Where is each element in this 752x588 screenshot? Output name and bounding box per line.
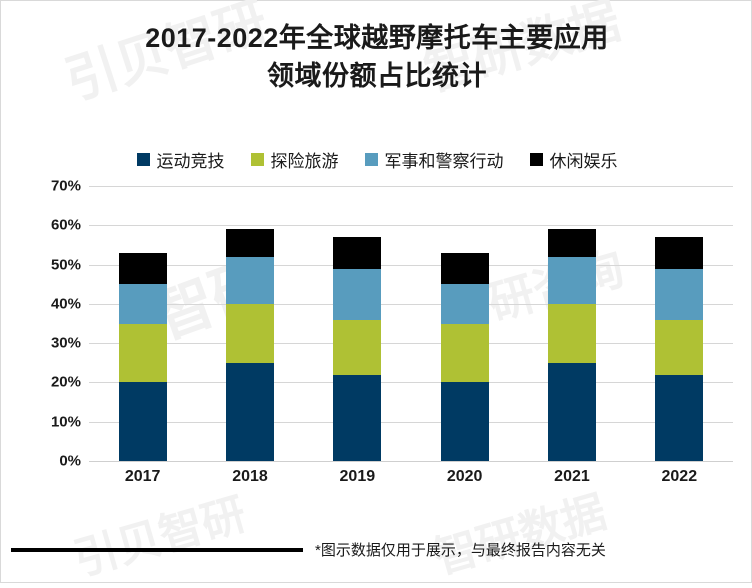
gridline: [89, 303, 733, 305]
chart-title: 2017-2022年全球越野摩托车主要应用 领域份额占比统计: [1, 19, 752, 95]
legend-swatch-icon: [529, 153, 543, 166]
bar-segment[interactable]: [655, 237, 704, 269]
legend-item-label: 运动竞技: [156, 152, 225, 171]
bar-segment[interactable]: [547, 229, 596, 257]
bar-column[interactable]: [440, 186, 489, 461]
gridline: [89, 343, 733, 345]
bar-segment[interactable]: [655, 268, 704, 320]
chart-title-line-2: 领域份额占比统计: [267, 61, 487, 91]
bar-segment[interactable]: [225, 303, 274, 363]
bar-column[interactable]: [333, 186, 382, 461]
x-axis-tick-label: 2019: [339, 468, 376, 485]
bar-segment[interactable]: [440, 252, 489, 285]
bar-segment[interactable]: [118, 323, 167, 383]
chart-title-line-1: 2017-2022年全球越野摩托车主要应用: [145, 23, 609, 53]
bar-segment[interactable]: [118, 252, 167, 285]
bar-segment[interactable]: [118, 284, 167, 324]
bar-segment[interactable]: [440, 382, 489, 461]
y-axis-tick-label: 10%: [50, 413, 81, 431]
bar-segment[interactable]: [547, 256, 596, 304]
legend-swatch-icon: [250, 153, 264, 166]
legend-item[interactable]: 探险旅游: [250, 147, 339, 172]
bar-segment[interactable]: [440, 323, 489, 383]
y-axis-tick-label: 40%: [50, 295, 81, 313]
legend-swatch-icon: [364, 153, 378, 166]
bar-segment[interactable]: [225, 229, 274, 257]
y-axis-tick-label: 70%: [50, 177, 81, 195]
gridline: [89, 461, 733, 462]
bar-column[interactable]: [655, 186, 704, 461]
gridline: [89, 421, 733, 423]
bar-segment[interactable]: [333, 237, 382, 269]
bar-segment[interactable]: [547, 362, 596, 461]
y-axis-tick-label: 20%: [50, 373, 81, 391]
gridline: [89, 382, 733, 384]
gridline: [89, 186, 733, 187]
legend-swatch-icon: [136, 153, 150, 166]
grid-lines: [89, 186, 733, 462]
y-axis: 70% 60% 50% 40% 30% 20% 10% 0%: [15, 178, 81, 470]
y-axis-tick-label: 50%: [50, 256, 81, 274]
bar-segment[interactable]: [655, 374, 704, 461]
chart-legend: 运动竞技 探险旅游 军事和警察行动 休闲娱乐: [1, 147, 752, 172]
bar-segment[interactable]: [655, 319, 704, 375]
watermark-text: 引贝智研: [68, 489, 252, 586]
watermark-text: 智研数据: [428, 487, 612, 584]
x-axis-tick-label: 2018: [232, 468, 268, 485]
x-axis-tick-label: 2022: [661, 468, 698, 485]
bar-segment[interactable]: [333, 319, 382, 375]
x-axis-tick-label: 2021: [554, 468, 590, 485]
legend-item-label: 探险旅游: [270, 152, 339, 171]
gridline: [89, 225, 733, 227]
bar-series-container: [89, 186, 733, 461]
x-axis-tick-label: 2017: [124, 468, 161, 485]
legend-item[interactable]: 运动竞技: [136, 147, 225, 172]
footer-note: *图示数据仅用于展示，与最终报告内容无关: [315, 542, 606, 559]
plot-area: 70% 60% 50% 40% 30% 20% 10% 0% 2017 2018 2019 2020…: [1, 178, 752, 486]
bar-segment[interactable]: [333, 268, 382, 320]
legend-item[interactable]: 军事和警察行动: [364, 147, 504, 172]
x-axis: 2017 2018 2019 2020 2021 2022: [89, 468, 733, 486]
bar-segment[interactable]: [225, 256, 274, 304]
bar-segment[interactable]: [225, 362, 274, 461]
bar-segment[interactable]: [547, 303, 596, 363]
y-axis-tick-label: 30%: [50, 334, 81, 352]
gridline: [89, 264, 733, 266]
bar-column[interactable]: [118, 186, 167, 461]
legend-item-label: 军事和警察行动: [384, 152, 504, 171]
bar-segment[interactable]: [333, 374, 382, 461]
x-axis-tick-label: 2020: [446, 468, 483, 485]
legend-item-label: 休闲娱乐: [549, 152, 618, 171]
bar-segment[interactable]: [440, 284, 489, 324]
legend-item[interactable]: 休闲娱乐: [529, 147, 618, 172]
bar-column[interactable]: [547, 186, 596, 461]
bar-column[interactable]: [225, 186, 274, 461]
bar-segment[interactable]: [118, 382, 167, 461]
y-axis-tick-label: 0%: [59, 452, 81, 470]
footer-rule: [11, 547, 303, 552]
chart-footer: *图示数据仅用于展示，与最终报告内容无关: [1, 539, 752, 560]
y-axis-tick-label: 60%: [50, 216, 81, 234]
